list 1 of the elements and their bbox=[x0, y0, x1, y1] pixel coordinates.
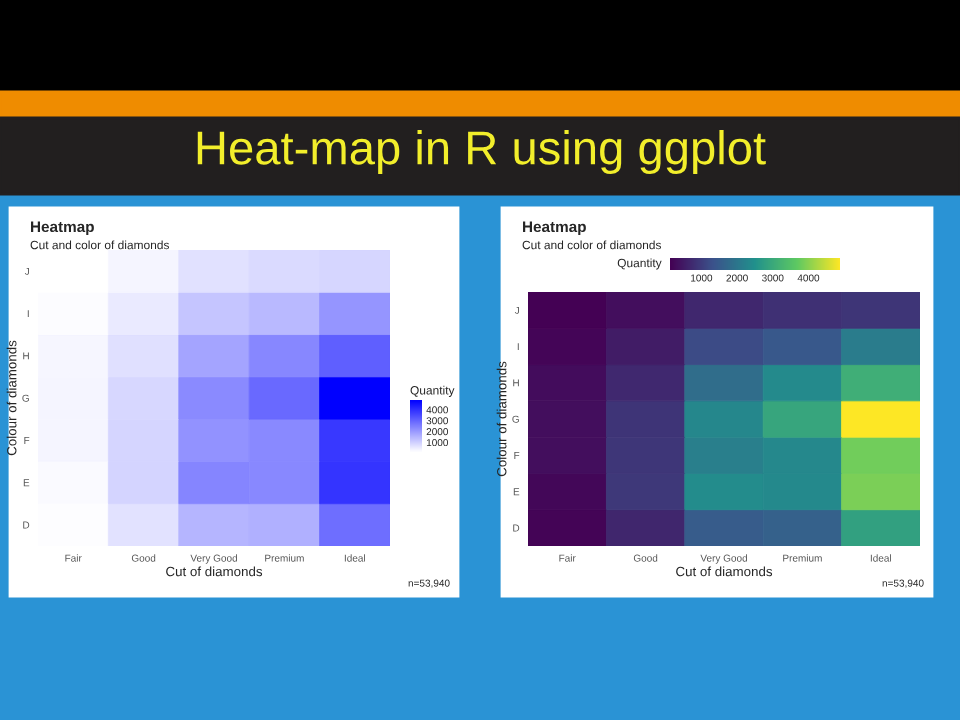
text: Heat-map in R using ggplot bbox=[197, 129, 766, 175]
